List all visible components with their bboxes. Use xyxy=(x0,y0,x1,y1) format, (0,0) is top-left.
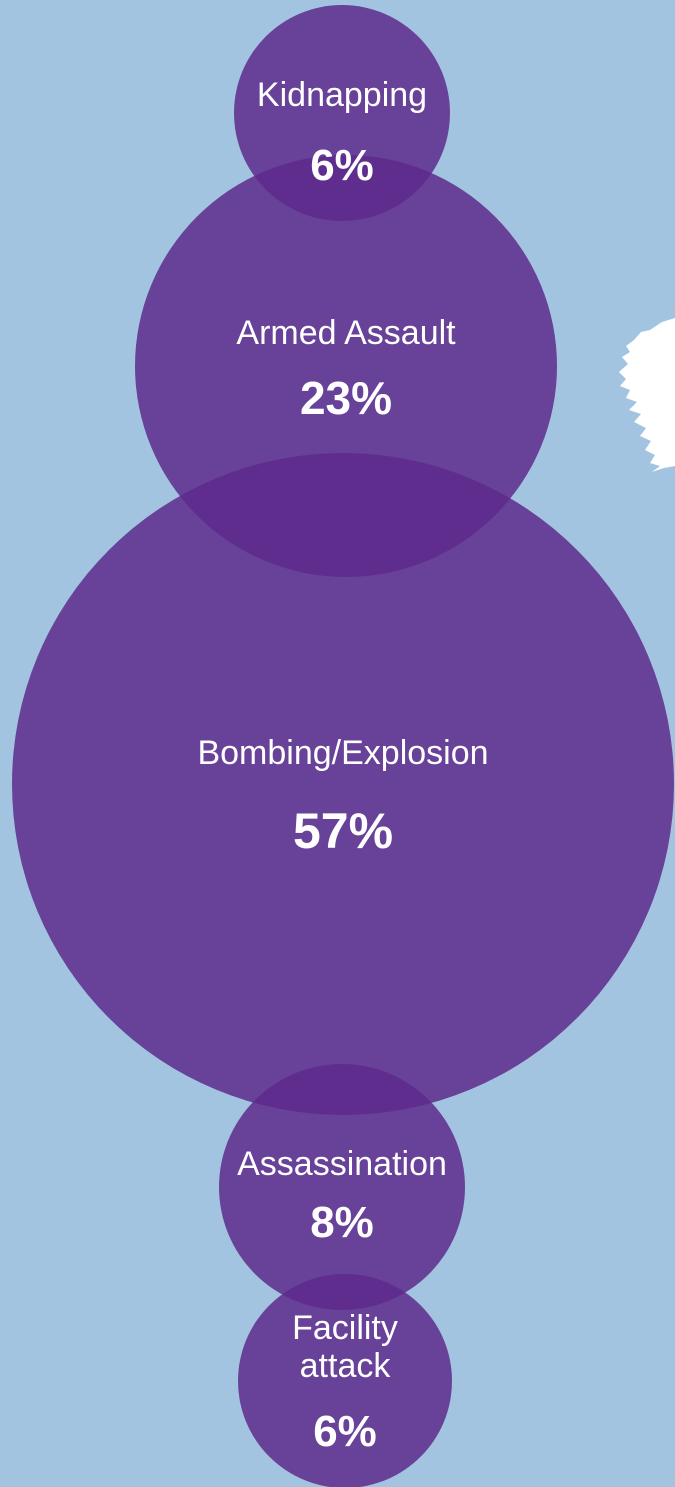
bubble-value-armed-assault: 23% xyxy=(300,372,392,424)
bubble-assassination xyxy=(219,1064,465,1310)
bubble-value-facility-attack: 6% xyxy=(313,1407,377,1456)
bubble-value-bombing-explosion: 57% xyxy=(293,803,393,859)
bubbles-layer xyxy=(12,5,674,1487)
bubble-label-bombing-explosion: Bombing/Explosion xyxy=(197,734,488,772)
bubble-label-kidnapping: Kidnapping xyxy=(257,76,427,114)
coastline-shape xyxy=(619,318,675,472)
bubble-label-armed-assault: Armed Assault xyxy=(236,314,456,352)
bubble-facility-attack xyxy=(238,1274,452,1487)
bubble-label-facility-attack: Facility attack xyxy=(292,1309,398,1385)
labels-layer: Kidnapping 6% Armed Assault 23% Bombing/Expl… xyxy=(197,76,488,1456)
bubble-bombing-explosion xyxy=(12,453,674,1115)
bubble-label-assassination: Assassination xyxy=(237,1145,447,1183)
bubble-value-assassination: 8% xyxy=(310,1198,374,1247)
bubble-value-kidnapping: 6% xyxy=(310,141,374,190)
